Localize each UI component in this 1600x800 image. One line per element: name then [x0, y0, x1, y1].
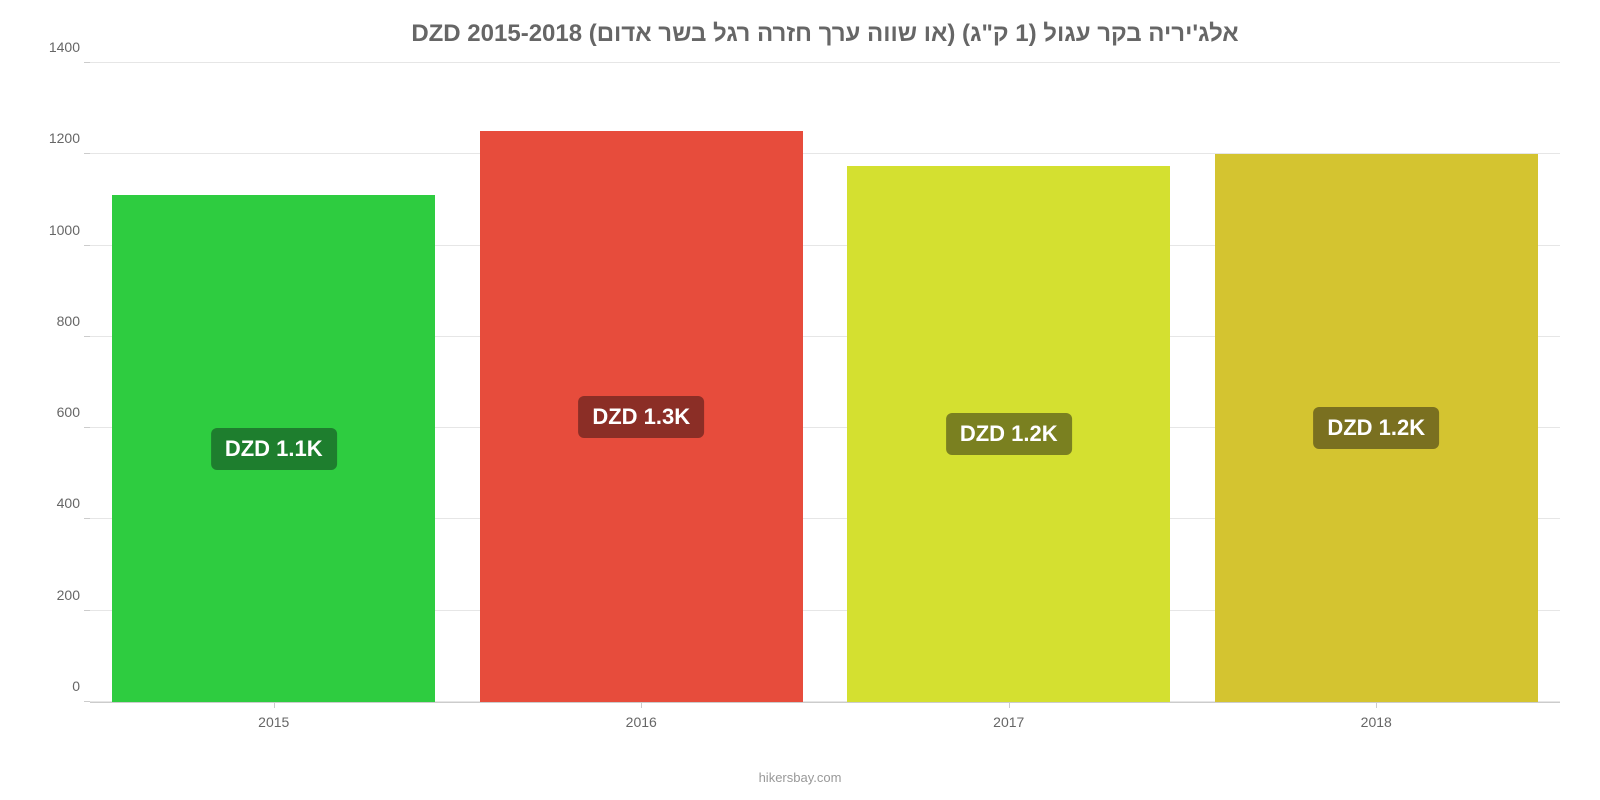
plot-area: 0 200 400 600 800 1000 1200 1400 DZD 1.1…	[90, 63, 1560, 703]
bar-2018: DZD 1.2K	[1215, 154, 1538, 702]
bar-value-label: DZD 1.2K	[946, 413, 1072, 455]
y-tick-label: 800	[30, 313, 80, 329]
bar-slot: DZD 1.2K 2017	[825, 63, 1193, 702]
bar-value-label: DZD 1.1K	[211, 428, 337, 470]
x-tick-mark	[1009, 702, 1010, 708]
x-tick-mark	[1376, 702, 1377, 708]
x-tick-label: 2016	[626, 714, 657, 730]
bar-slot: DZD 1.2K 2018	[1193, 63, 1561, 702]
y-tick-label: 1200	[30, 130, 80, 146]
footer-source: hikersbay.com	[0, 770, 1600, 785]
bar-2017: DZD 1.2K	[847, 166, 1170, 702]
chart-container: אלג'יריה בקר עגול (1 ק"ג) (או שווה ערך ח…	[0, 0, 1600, 800]
bars-row: DZD 1.1K 2015 DZD 1.3K 2016 DZD 1.2K 201…	[90, 63, 1560, 702]
y-tick-label: 400	[30, 495, 80, 511]
bar-2015: DZD 1.1K	[112, 195, 435, 702]
x-tick-mark	[641, 702, 642, 708]
y-tick-label: 200	[30, 587, 80, 603]
y-tick-label: 600	[30, 404, 80, 420]
chart-title: אלג'יריה בקר עגול (1 ק"ג) (או שווה ערך ח…	[90, 20, 1560, 48]
bar-value-label: DZD 1.3K	[578, 396, 704, 438]
x-tick-label: 2018	[1361, 714, 1392, 730]
bar-slot: DZD 1.1K 2015	[90, 63, 458, 702]
x-tick-label: 2015	[258, 714, 289, 730]
bar-slot: DZD 1.3K 2016	[458, 63, 826, 702]
bar-2016: DZD 1.3K	[480, 131, 803, 702]
y-tick-label: 1000	[30, 222, 80, 238]
x-tick-mark	[274, 702, 275, 708]
x-tick-label: 2017	[993, 714, 1024, 730]
bar-value-label: DZD 1.2K	[1313, 407, 1439, 449]
y-tick-label: 1400	[30, 39, 80, 55]
y-tick-label: 0	[30, 678, 80, 694]
